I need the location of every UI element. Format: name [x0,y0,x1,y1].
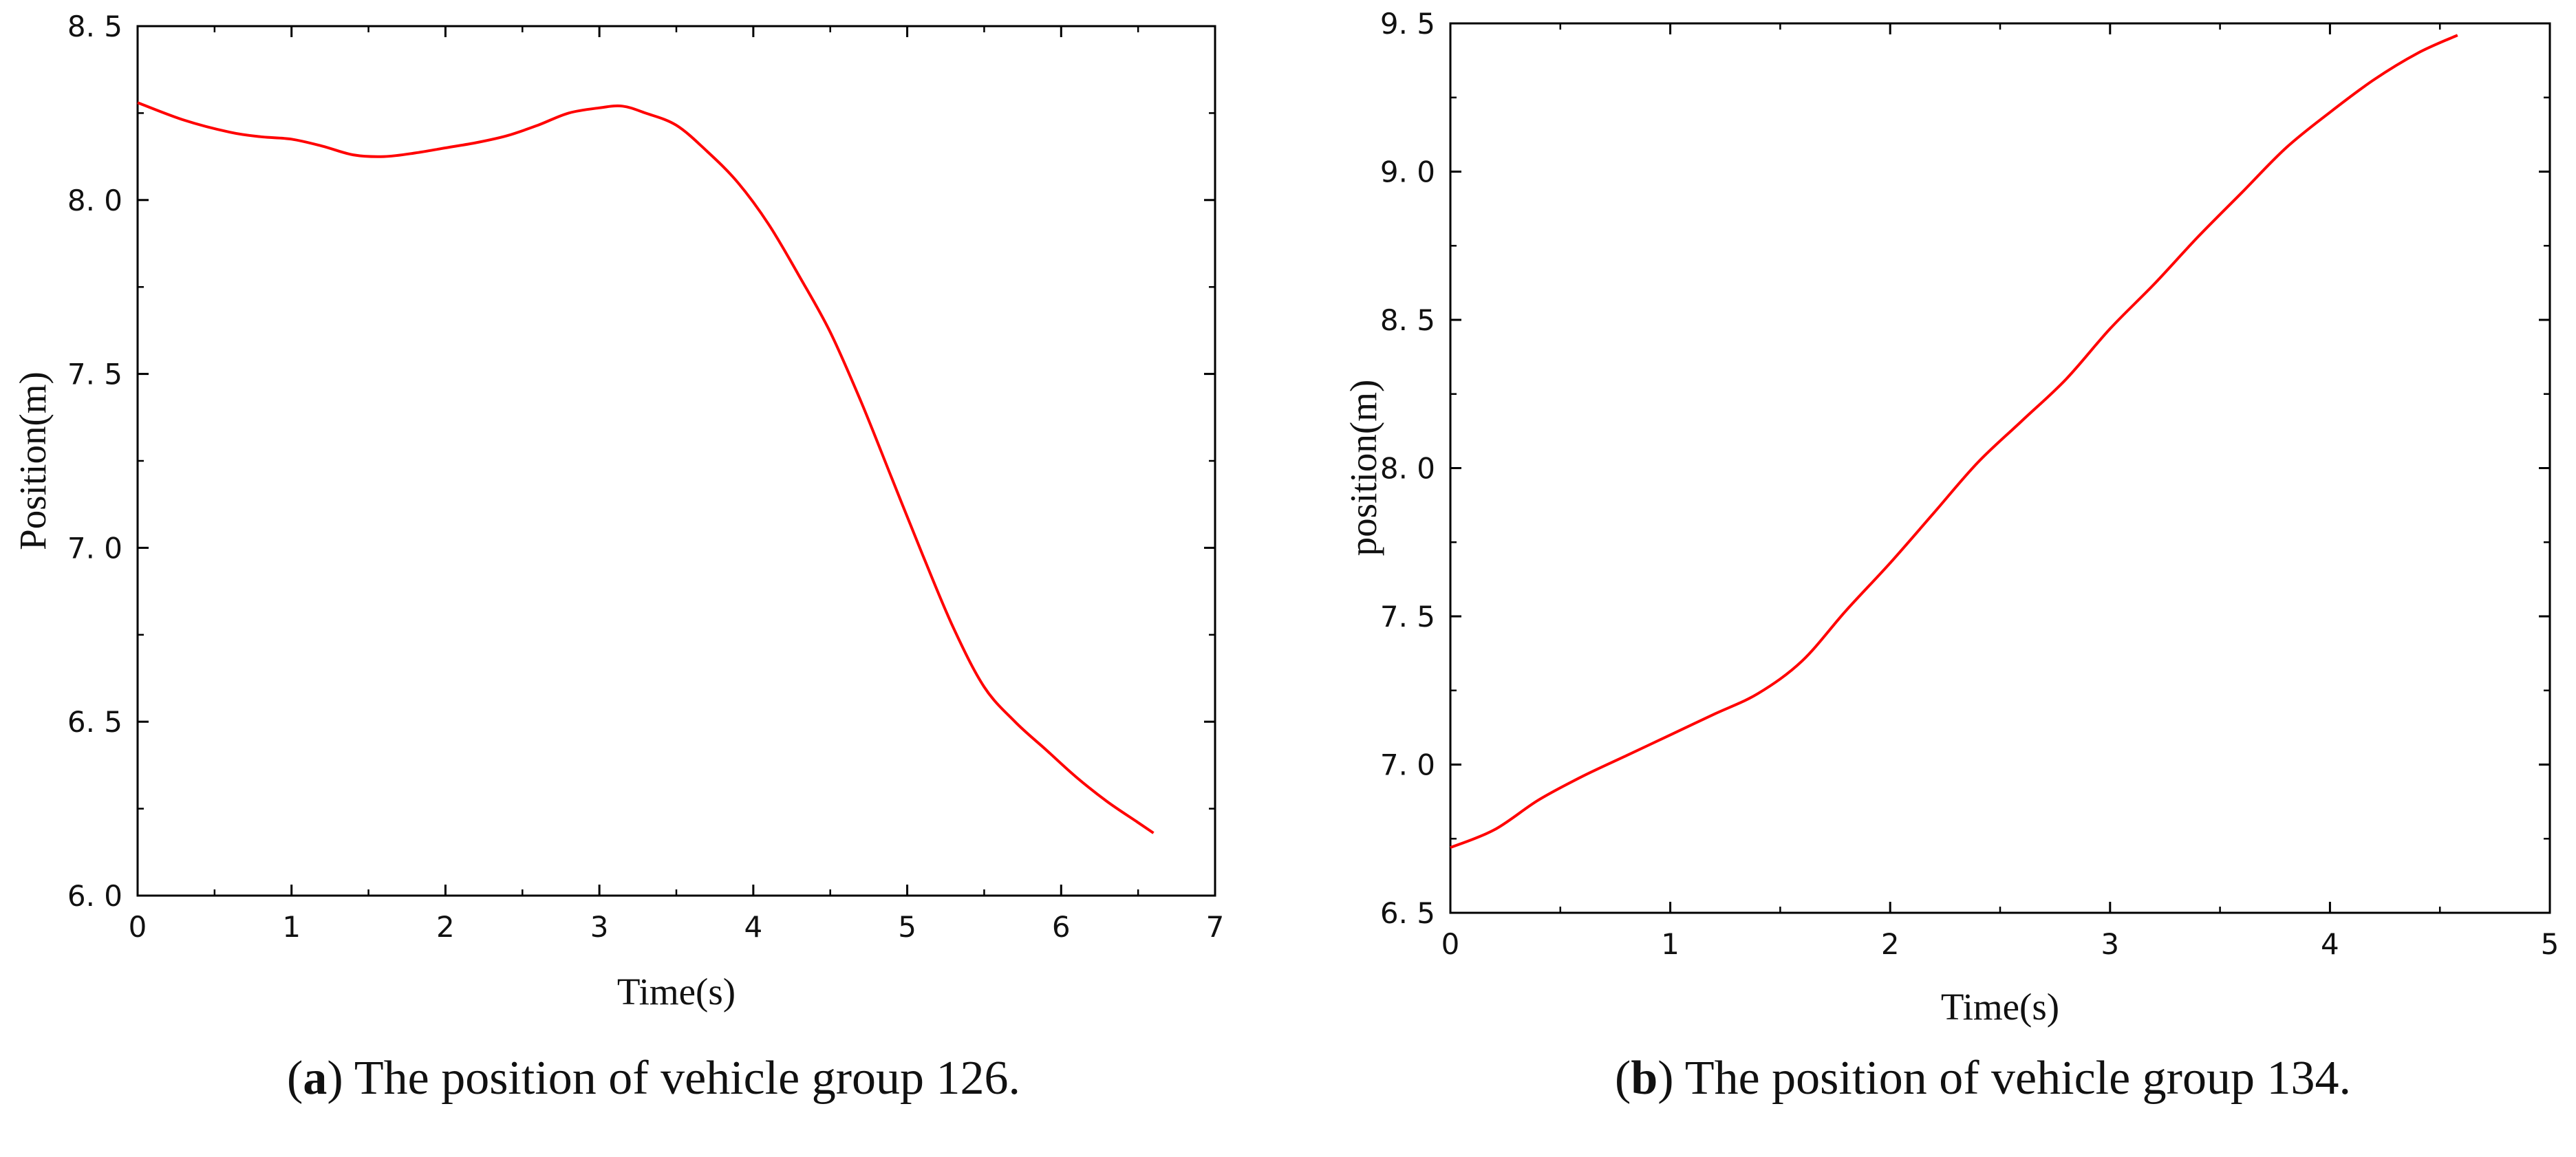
chart-b-caption-text: The position of vehicle group 134. [1674,1052,2351,1105]
chart-a-caption-letter: a [303,1052,327,1105]
y-tick-label: 6. 5 [1380,896,1435,930]
y-tick-label: 8. 5 [67,10,122,43]
chart-b-x-axis-label: Time(s) [1941,986,2059,1028]
y-tick-label: 8. 5 [1380,303,1435,337]
x-tick-label: 1 [1661,927,1679,961]
chart-b-caption: (b) The position of vehicle group 134. [1615,1052,2351,1105]
x-tick-label: 5 [2541,927,2559,961]
chart-b-caption-letter: b [1631,1052,1657,1105]
chart-a-caption: (a) The position of vehicle group 126. [287,1052,1020,1105]
chart-b-caption-close: ) [1657,1052,1673,1105]
chart-b-tick-labels: 0 1 2 3 4 5 6. 5 7. 0 7. 5 8. 0 8. 5 9. 0 9. 5 [1380,7,2559,961]
chart-b-caption-open: ( [1615,1052,1631,1105]
x-tick-label: 4 [2321,927,2339,961]
chart-b: 0 1 2 3 4 5 6. 5 7. 0 7. 5 8. 0 8. 5 9. 0 9. 5 Time(… [1342,7,2559,1105]
y-tick-label: 6. 0 [67,879,122,913]
x-tick-label: 7 [1206,910,1225,944]
x-tick-label: 2 [1881,927,1900,961]
x-tick-label: 5 [898,910,916,944]
chart-a-caption-open: ( [287,1052,303,1105]
x-tick-label: 3 [2101,927,2119,961]
chart-b-plot-frame [1449,22,2551,914]
chart-a: 0 1 2 3 4 5 6 7 6. 0 6. 5 7. 0 7. 5 8. 0 8. 5 Time(s)… [12,10,1224,1105]
x-tick-label: 1 [282,910,301,944]
x-tick-label: 4 [744,910,762,944]
chart-a-y-axis-label: Position(m) [12,371,54,550]
chart-b-ticks [1449,22,2551,914]
y-tick-label: 6. 5 [67,705,122,739]
chart-a-caption-close: ) [327,1052,343,1105]
x-tick-label: 6 [1052,910,1071,944]
y-tick-label: 7. 0 [67,531,122,565]
x-tick-label: 0 [1441,927,1460,961]
y-tick-label: 7. 5 [67,358,122,391]
y-tick-label: 7. 0 [1380,748,1435,782]
x-tick-label: 3 [590,910,609,944]
y-tick-label: 7. 5 [1380,600,1435,634]
chart-a-caption-text: The position of vehicle group 126. [343,1052,1020,1105]
y-tick-label: 9. 0 [1380,155,1435,189]
y-tick-label: 9. 5 [1380,7,1435,41]
chart-a-series-line [137,101,1155,834]
x-tick-label: 2 [436,910,455,944]
chart-a-x-axis-label: Time(s) [617,971,736,1013]
y-tick-label: 8. 0 [1380,452,1435,486]
x-tick-label: 0 [129,910,147,944]
chart-b-y-axis-label: position(m) [1342,380,1384,556]
chart-b-series-line [1450,34,2458,850]
chart-a-ticks [136,25,1216,897]
y-tick-label: 8. 0 [67,184,122,217]
chart-a-tick-labels: 0 1 2 3 4 5 6 7 6. 0 6. 5 7. 0 7. 5 8. 0 8. 5 [67,10,1225,944]
chart-a-plot-frame [136,25,1216,897]
